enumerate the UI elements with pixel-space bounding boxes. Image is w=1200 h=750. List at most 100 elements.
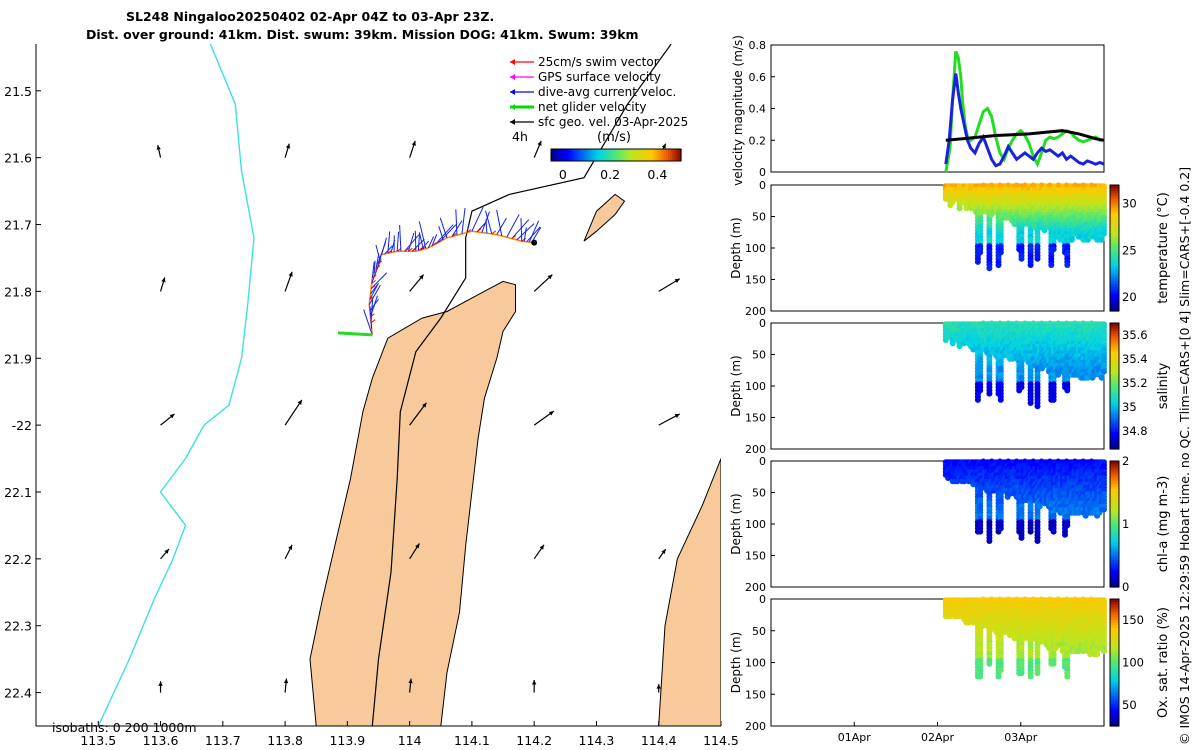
section-colorbar-cell bbox=[1110, 436, 1119, 440]
section-y-tick-label: 200 bbox=[745, 305, 766, 318]
map-y-tick-label: 22.1 bbox=[4, 485, 32, 500]
dive-avg-current-vector bbox=[496, 209, 503, 236]
legend-interval-note: 4h bbox=[512, 129, 528, 144]
dive-avg-current-vector bbox=[461, 207, 466, 234]
speed-colorbar-cell bbox=[668, 149, 671, 161]
section-colorbar-cell bbox=[1110, 657, 1119, 661]
section-surface-point bbox=[980, 182, 986, 188]
geo-velocity-arrowhead bbox=[161, 277, 166, 283]
section-colorbar-cell bbox=[1110, 559, 1119, 563]
geo-velocity-arrowhead bbox=[661, 143, 666, 149]
section-colorbar-cell bbox=[1110, 278, 1119, 282]
section-surface-point bbox=[1014, 458, 1020, 464]
speed-colorbar-cell bbox=[603, 149, 606, 161]
speed-colorbar-cell bbox=[663, 149, 667, 161]
section-colorbar-cell bbox=[1110, 363, 1119, 367]
speed-colorbar-cell bbox=[583, 149, 587, 161]
section-data-point bbox=[1050, 660, 1057, 667]
geo-velocity-arrowhead bbox=[415, 543, 420, 549]
geo-velocity-arrowhead bbox=[288, 271, 293, 277]
section-surface-point bbox=[1080, 320, 1086, 326]
section-colorbar-cell bbox=[1110, 647, 1119, 651]
section-colorbar-cell bbox=[1110, 225, 1119, 229]
section-colorbar-cell bbox=[1110, 675, 1119, 679]
section-colorbar-cell bbox=[1110, 383, 1119, 387]
section-colorbar-label: Ox. sat. ratio (%) bbox=[1156, 607, 1171, 718]
dive-avg-current-vector bbox=[496, 217, 507, 235]
speed-colorbar-cell bbox=[557, 149, 561, 161]
velocity-series-line bbox=[945, 129, 1105, 142]
section-colorbar-cell bbox=[1110, 639, 1119, 643]
section-colorbar-cell bbox=[1110, 393, 1119, 397]
velocity-y-tick-label: 0.8 bbox=[749, 39, 767, 52]
section-colorbar-cell bbox=[1110, 468, 1119, 472]
section-surface-point bbox=[1039, 458, 1045, 464]
swim-vector bbox=[371, 279, 376, 284]
section-surface-point bbox=[997, 320, 1003, 326]
section-surface-point bbox=[1022, 182, 1028, 188]
geo-velocity-arrowhead bbox=[661, 549, 666, 554]
section-data-point bbox=[1085, 374, 1091, 381]
section-y-tick-label: 0 bbox=[759, 593, 766, 606]
section-colorbar-cell bbox=[1110, 350, 1119, 354]
east-coast-land bbox=[658, 458, 721, 726]
legend-swatch-head bbox=[510, 89, 515, 95]
speed-colorbar-cell bbox=[551, 149, 554, 161]
dive-avg-current-vector bbox=[435, 224, 454, 245]
speed-colorbar-cell bbox=[661, 149, 665, 161]
legend-swatch-head bbox=[510, 59, 515, 65]
section-colorbar-cell bbox=[1110, 388, 1119, 392]
speed-colorbar-cell bbox=[674, 149, 678, 161]
section-colorbar-cell bbox=[1110, 411, 1119, 415]
section-colorbar-cell bbox=[1110, 574, 1119, 578]
section-data-point bbox=[1082, 512, 1089, 519]
section-data-point bbox=[977, 528, 984, 535]
map-y-tick-label: -22 bbox=[12, 418, 32, 433]
section-y-tick-label: 150 bbox=[745, 688, 766, 701]
section-data-point bbox=[997, 249, 1004, 256]
section-colorbar-cell bbox=[1110, 418, 1119, 422]
section-data-point bbox=[1018, 534, 1025, 541]
section-colorbar-cell bbox=[1110, 473, 1119, 477]
section-surface-point bbox=[1064, 320, 1070, 326]
section-colorbar-cell bbox=[1110, 616, 1119, 620]
dive-avg-current-vector bbox=[439, 224, 457, 243]
map-x-tick-label: 114.3 bbox=[579, 733, 615, 748]
section-y-axis-label: Depth (m) bbox=[729, 217, 743, 278]
section-colorbar-cell bbox=[1110, 531, 1119, 535]
section-y-tick-label: 200 bbox=[745, 443, 766, 456]
section-colorbar-cell bbox=[1110, 290, 1119, 294]
dive-avg-current-vector bbox=[485, 219, 488, 234]
speed-colorbar-cell bbox=[648, 149, 652, 161]
section-surface-point bbox=[1030, 182, 1036, 188]
legend-entry-label: dive-avg current veloc. bbox=[538, 85, 676, 99]
section-y-tick-label: 150 bbox=[745, 274, 766, 287]
section-colorbar-tick-label: 100 bbox=[1122, 656, 1144, 670]
section-data-point bbox=[1050, 396, 1057, 403]
dive-avg-current-vector bbox=[375, 253, 380, 269]
section-data-point bbox=[1055, 371, 1062, 378]
section-data-point bbox=[1098, 236, 1105, 243]
section-colorbar-cell bbox=[1110, 476, 1119, 480]
geo-velocity-arrowhead bbox=[285, 143, 291, 149]
section-colorbar-cell bbox=[1110, 245, 1119, 249]
speed-colorbar-cell bbox=[564, 149, 567, 161]
section-data-point bbox=[1048, 262, 1055, 268]
section-surface-point bbox=[997, 596, 1003, 602]
section-colorbar-tick-label: 20 bbox=[1122, 290, 1137, 304]
section-colorbar-cell bbox=[1110, 195, 1119, 199]
section-surface-point bbox=[1005, 596, 1011, 602]
section-colorbar-cell bbox=[1110, 481, 1119, 485]
section-colorbar-cell bbox=[1110, 416, 1119, 420]
section-y-tick-label: 0 bbox=[759, 179, 766, 192]
section-colorbar-frame bbox=[1109, 184, 1120, 312]
section-colorbar-cell bbox=[1110, 637, 1119, 641]
section-data-point bbox=[1050, 528, 1057, 535]
speed-colorbar-cell bbox=[672, 149, 676, 161]
map-y-tick-label: 21.7 bbox=[4, 218, 32, 233]
section-data-point bbox=[1094, 651, 1101, 658]
section-colorbar-cell bbox=[1110, 536, 1119, 540]
section-colorbar-cell bbox=[1110, 355, 1119, 359]
section-data-point bbox=[956, 343, 963, 350]
section-surface-point bbox=[1022, 596, 1028, 602]
